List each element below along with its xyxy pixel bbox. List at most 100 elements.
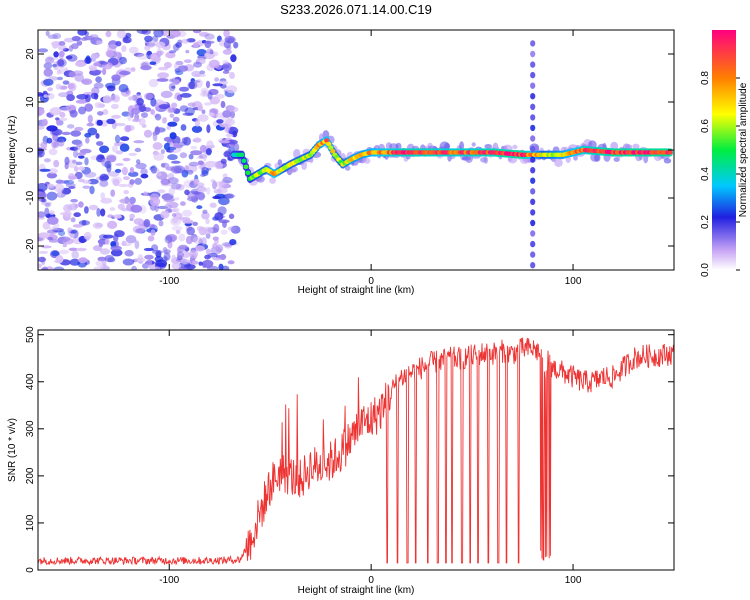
noise-speckle [222,49,232,55]
noise-speckle [87,114,93,124]
ridge-halo [625,144,633,150]
snr-plot-area [38,330,674,570]
noise-speckle [160,178,171,186]
noise-speckle [134,257,146,263]
noise-speckle [78,152,86,156]
noise-speckle [38,256,46,263]
noise-speckle [98,242,103,248]
noise-speckle [94,40,104,45]
snr-x-axis-label: Height of straight line (km) [298,585,415,596]
noise-speckle [201,211,210,220]
noise-speckle [184,189,190,196]
noise-speckle [76,40,83,46]
noise-speckle [74,203,79,209]
noise-speckle [195,118,200,127]
noise-speckle [160,90,173,99]
noise-speckle [222,173,228,179]
noise-speckle [38,232,50,239]
noise-speckle [67,159,79,168]
streak-blob [530,93,536,100]
ridge-core [667,150,673,155]
noise-speckle [47,92,55,100]
streak-blob [530,177,536,184]
noise-speckle [165,234,178,242]
streak-blob [530,71,536,79]
noise-speckle [92,53,99,60]
noise-speckle [218,180,227,188]
ridge-core [243,164,249,169]
snr-x-ticks: -100 0 100 [159,330,582,586]
noise-speckle [162,247,168,254]
streak-blob [530,61,536,68]
page-title: S233.2026.071.14.00.C19 [280,2,432,17]
noise-speckle [191,260,199,265]
noise-speckle [175,60,184,66]
noise-speckle [200,173,206,177]
noise-speckle [106,85,116,92]
noise-speckle [160,162,170,169]
noise-speckle [196,205,203,210]
noise-speckle [47,168,59,174]
noise-speckle [166,125,171,131]
noise-speckle [70,130,82,137]
noise-speckle [105,49,115,58]
ridge-halo [484,144,493,149]
noise-speckle [59,111,66,118]
snr-y-ticks: 0 100 200 300 400 500 [25,326,674,573]
noise-speckle [218,140,230,144]
noise-speckle [100,208,106,217]
noise-speckle [158,66,169,71]
noise-speckle [202,209,208,214]
noise-speckle [213,189,222,194]
noise-speckle [228,213,235,220]
noise-speckle [212,257,222,261]
noise-speckle [169,113,175,118]
noise-speckle [192,221,199,226]
noise-speckle [58,92,70,98]
noise-speckle [203,226,214,235]
noise-speckle [178,233,186,242]
noise-speckle [95,76,102,83]
noise-speckle [128,96,134,101]
noise-speckle [209,202,217,208]
noise-speckle [209,144,215,149]
noise-speckle [226,85,238,94]
noise-speckle [95,133,100,139]
noise-speckle [119,198,132,205]
noise-speckle [193,42,200,48]
noise-speckle [148,78,159,88]
spectrogram-y-ticks: 20 10 0 -10 -20 [25,48,674,253]
noise-speckle [186,226,195,236]
noise-speckle [82,185,91,189]
noise-speckle [84,206,89,214]
noise-speckle [84,31,89,37]
noise-speckle [128,152,138,156]
ridge-halo [395,142,402,150]
spectrogram-x-ticks: -100 0 100 [159,30,582,287]
noise-speckle [152,249,163,255]
noise-speckle [84,157,89,166]
noise-speckle [150,97,157,107]
noise-speckle [144,254,154,260]
noise-speckle [43,68,53,77]
noise-speckle [130,204,143,213]
noise-speckle [52,33,62,40]
noise-speckle [199,144,207,153]
noise-speckle [46,125,58,132]
noise-speckle [71,35,81,42]
noise-speckle [205,232,211,239]
noise-speckle [144,35,153,42]
noise-speckle [114,230,125,238]
noise-speckle [223,151,231,158]
noise-speckle [68,71,76,78]
noise-speckle [182,209,193,217]
noise-speckle [78,155,85,159]
noise-speckle [177,39,183,45]
noise-speckle [205,160,217,168]
noise-speckle [197,191,205,201]
noise-speckle [167,240,173,249]
noise-speckle [167,154,178,161]
noise-speckle [47,236,54,241]
noise-speckle [46,172,58,179]
noise-speckle [61,131,71,136]
